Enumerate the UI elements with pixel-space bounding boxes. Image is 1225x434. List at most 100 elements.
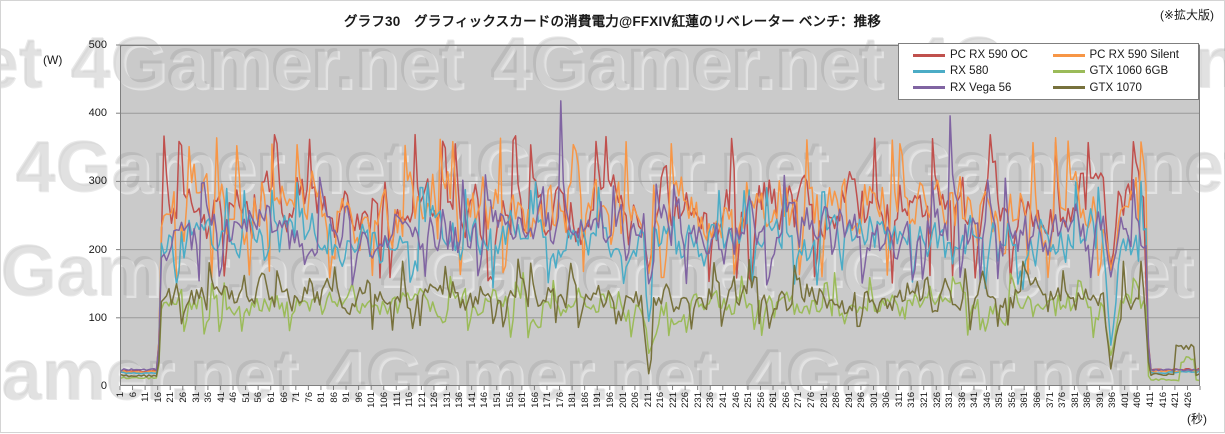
x-tick-label: 356 bbox=[1006, 392, 1018, 408]
legend-line-swatch-icon bbox=[913, 53, 945, 57]
legend-item: RX 580 bbox=[913, 65, 1053, 77]
x-tick-label: 411 bbox=[1145, 392, 1157, 408]
x-tick-label: 141 bbox=[466, 392, 478, 408]
x-tick-label: 131 bbox=[441, 392, 453, 408]
x-tick-label: 306 bbox=[881, 392, 893, 408]
y-axis-unit-label: (W) bbox=[43, 53, 63, 67]
x-tick-label: 61 bbox=[265, 392, 277, 403]
x-tick-label: 281 bbox=[818, 392, 830, 408]
x-tick-label: 386 bbox=[1082, 392, 1094, 408]
x-tick-label: 211 bbox=[642, 392, 654, 408]
x-tick-label: 351 bbox=[994, 392, 1006, 408]
x-tick-label: 66 bbox=[278, 392, 290, 403]
legend-line-swatch-icon bbox=[1052, 86, 1085, 90]
x-tick-label: 86 bbox=[328, 392, 340, 403]
x-tick-label: 251 bbox=[743, 392, 755, 408]
x-tick-label: 361 bbox=[1019, 392, 1031, 408]
x-tick-label: 31 bbox=[190, 392, 202, 403]
x-tick-label: 201 bbox=[617, 392, 629, 408]
x-tick-label: 296 bbox=[856, 392, 868, 408]
legend-label: GTX 1070 bbox=[1089, 81, 1142, 94]
x-tick-label: 81 bbox=[316, 392, 328, 403]
x-tick-label: 111 bbox=[391, 392, 403, 407]
legend-item: PC RX 590 Silent bbox=[1052, 49, 1193, 61]
x-tick-label: 56 bbox=[253, 392, 265, 403]
x-tick-label: 36 bbox=[203, 392, 215, 403]
series-line-5 bbox=[120, 258, 1200, 378]
series-line-3 bbox=[120, 271, 1200, 382]
legend-item: GTX 1070 bbox=[1052, 81, 1193, 94]
x-tick-label: 226 bbox=[680, 392, 692, 408]
y-tick-label: 300 bbox=[88, 175, 107, 188]
x-tick-label: 71 bbox=[291, 392, 303, 403]
x-tick-label: 371 bbox=[1044, 392, 1056, 408]
legend-line-swatch-icon bbox=[913, 69, 945, 73]
x-tick-label: 336 bbox=[956, 392, 968, 408]
x-tick-label: 401 bbox=[1119, 392, 1131, 408]
enlarged-version-note: (※拡大版) bbox=[1159, 8, 1214, 22]
x-tick-label: 156 bbox=[504, 392, 516, 408]
x-tick-label: 221 bbox=[667, 392, 679, 408]
x-tick-label: 181 bbox=[567, 392, 579, 408]
legend-line-swatch-icon bbox=[913, 86, 945, 90]
x-tick-label: 271 bbox=[793, 392, 805, 408]
legend-label: PC RX 590 OC bbox=[950, 49, 1028, 62]
x-tick-label: 391 bbox=[1094, 392, 1106, 408]
x-tick-label: 321 bbox=[918, 392, 930, 408]
x-tick-label: 326 bbox=[931, 392, 943, 408]
x-tick-label: 421 bbox=[1170, 392, 1182, 408]
x-tick-label: 121 bbox=[416, 392, 428, 408]
x-tick-label: 176 bbox=[554, 392, 566, 408]
x-tick-label: 291 bbox=[843, 392, 855, 408]
x-tick-label: 11 bbox=[140, 392, 152, 402]
x-tick-label: 286 bbox=[831, 392, 843, 408]
watermark-text: 4Gamer.net bbox=[1, 24, 44, 104]
x-tick-label: 16 bbox=[152, 392, 164, 403]
x-tick-label: 196 bbox=[605, 392, 617, 408]
x-tick-label: 96 bbox=[353, 392, 365, 403]
x-tick-label: 341 bbox=[969, 392, 981, 408]
x-tick-label: 346 bbox=[981, 392, 993, 408]
x-tick-label: 276 bbox=[805, 392, 817, 408]
x-tick-label: 46 bbox=[228, 392, 240, 403]
x-tick-label: 106 bbox=[378, 392, 390, 408]
x-tick-label: 116 bbox=[404, 392, 416, 408]
chart-legend: PC RX 590 OC PC RX 590 Silent RX 580 GTX… bbox=[898, 43, 1199, 100]
x-tick-label: 161 bbox=[517, 392, 529, 408]
x-tick-label: 26 bbox=[178, 392, 190, 403]
x-tick-label: 396 bbox=[1107, 392, 1119, 408]
x-tick-label: 91 bbox=[341, 392, 353, 403]
legend-label: RX 580 bbox=[950, 65, 989, 78]
x-tick-label: 6 bbox=[127, 392, 139, 398]
x-tick-label: 231 bbox=[692, 392, 704, 408]
x-tick-label: 171 bbox=[542, 392, 554, 408]
x-tick-label: 406 bbox=[1132, 392, 1144, 408]
x-tick-label: 41 bbox=[215, 392, 227, 403]
x-axis-unit-label: (秒) bbox=[1187, 412, 1207, 426]
x-tick-label: 381 bbox=[1069, 392, 1081, 408]
legend-line-swatch-icon bbox=[1052, 69, 1085, 73]
x-tick-label: 191 bbox=[592, 392, 604, 408]
y-tick-label: 200 bbox=[88, 243, 107, 256]
x-tick-label: 151 bbox=[492, 392, 503, 408]
series-line-2 bbox=[120, 180, 1200, 375]
y-tick-label: 100 bbox=[88, 311, 107, 324]
series-line-1 bbox=[120, 137, 1200, 374]
x-tick-label: 146 bbox=[479, 392, 491, 408]
x-tick-label: 126 bbox=[429, 392, 441, 408]
x-tick-label: 166 bbox=[529, 392, 541, 408]
x-tick-label: 311 bbox=[893, 392, 905, 408]
x-tick-label: 206 bbox=[630, 392, 642, 408]
legend-line-swatch-icon bbox=[1052, 53, 1085, 57]
x-tick-label: 51 bbox=[240, 392, 252, 403]
legend-item: RX Vega 56 bbox=[913, 82, 1053, 94]
legend-label: RX Vega 56 bbox=[950, 81, 1012, 94]
x-tick-label: 261 bbox=[768, 392, 780, 408]
x-tick-label: 416 bbox=[1157, 392, 1169, 408]
x-tick-label: 1 bbox=[115, 392, 127, 398]
x-tick-label: 266 bbox=[780, 392, 792, 408]
x-tick-label: 366 bbox=[1032, 392, 1043, 408]
x-tick-label: 246 bbox=[730, 392, 742, 408]
legend-label: GTX 1060 6GB bbox=[1089, 65, 1169, 78]
legend-item: GTX 1060 6GB bbox=[1052, 65, 1193, 78]
